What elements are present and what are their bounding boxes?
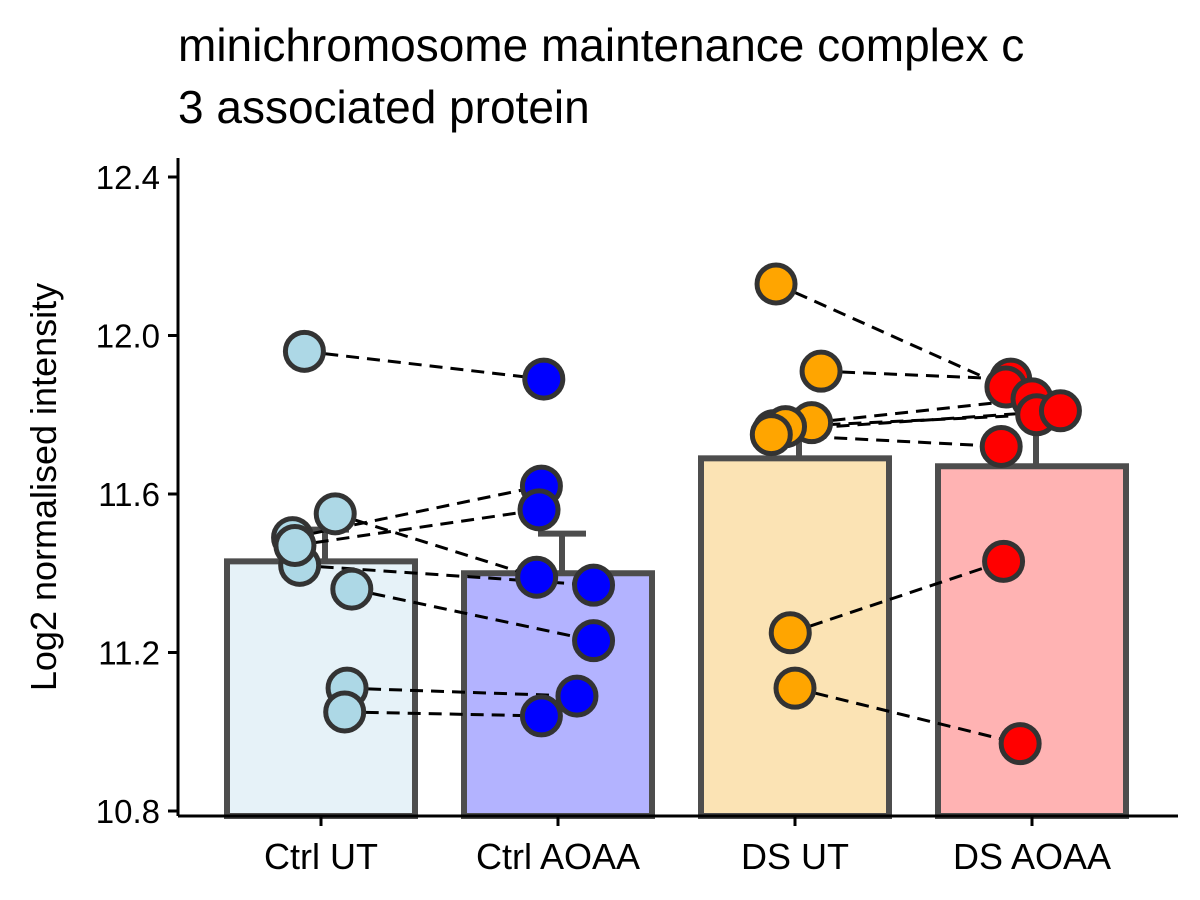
x-tick-label: Ctrl AOAA: [476, 836, 640, 877]
paired-line: [334, 512, 538, 579]
y-tick-label: 12.4: [96, 159, 160, 196]
y-tick-label: 10.8: [96, 793, 160, 830]
data-point: [519, 694, 563, 738]
paired-line: [771, 433, 1002, 448]
data-point: [572, 619, 616, 663]
data-point: [1038, 389, 1082, 433]
data-point: [330, 567, 374, 611]
data-point: [273, 524, 317, 568]
bar-ds-aoaa: [935, 463, 1129, 819]
bar-ctrl-ut: [224, 558, 418, 819]
x-tick-label: Ctrl UT: [264, 836, 378, 877]
data-point: [749, 413, 793, 457]
paired-line: [344, 710, 542, 718]
data-point: [982, 539, 1026, 583]
data-point: [979, 424, 1023, 468]
chart-title-line-1: minichromosome maintenance complex c: [178, 19, 1025, 71]
data-point: [313, 492, 357, 536]
data-point: [998, 722, 1042, 766]
data-point: [572, 563, 616, 607]
data-point: [555, 674, 599, 718]
y-tick-label: 11.2: [98, 635, 160, 672]
paired-line: [811, 397, 1033, 425]
y-tick-label: 12.0: [96, 318, 160, 355]
data-point: [517, 488, 561, 532]
paired-line: [304, 349, 544, 381]
x-tick-label: DS AOAA: [953, 836, 1111, 877]
paired-line: [821, 369, 1011, 381]
chart-title-line-2: 3 associated protein: [178, 81, 590, 133]
data-point: [522, 357, 566, 401]
points-layer: [271, 262, 1082, 766]
data-point: [754, 262, 798, 306]
data-point: [799, 349, 843, 393]
paired-line: [794, 686, 1021, 746]
paired-line: [789, 559, 1005, 635]
y-tick-label: 11.6: [98, 476, 160, 513]
bars-layer: [224, 455, 1129, 819]
data-point: [515, 555, 559, 599]
x-tick-label: DS UT: [741, 836, 849, 877]
data-point: [323, 690, 367, 734]
data-point: [773, 666, 817, 710]
data-point: [768, 611, 812, 655]
data-point: [282, 329, 326, 373]
axes-layer: 10.8 11.2 11.6 12.0 12.4 Ctrl UT Ctrl AOAA DS U…: [96, 158, 1178, 877]
